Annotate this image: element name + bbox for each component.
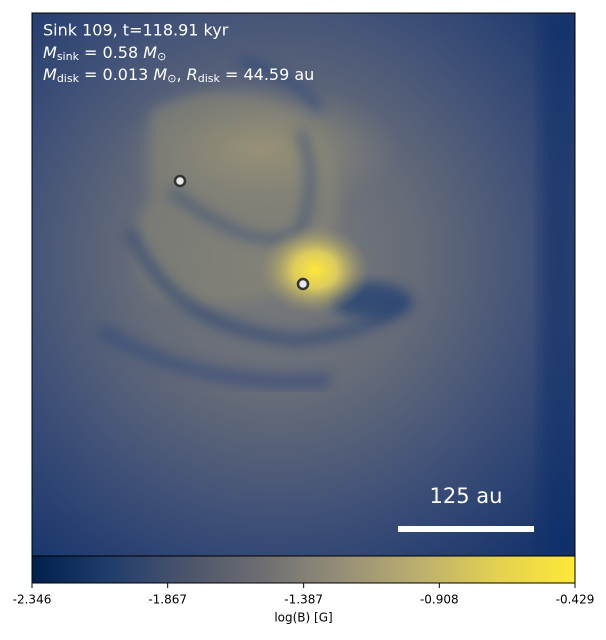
annotations: Msink = 0.58 M⊙Mdisk = 0.013 M⊙, Rdisk =…	[43, 43, 314, 86]
tick-label: -1.867	[148, 593, 187, 607]
colorbar-label: log(B) [G]	[274, 611, 332, 625]
subscript: disk	[57, 72, 80, 85]
subscript: ⊙	[157, 50, 166, 63]
sink-marker	[296, 277, 310, 291]
annotation-text: M	[43, 43, 57, 62]
colorbar-ticks: -2.346 -1.867 -1.387 -0.908 -0.429	[13, 583, 595, 607]
field-image	[32, 13, 575, 556]
subscript: sink	[57, 50, 80, 63]
scale-bar	[398, 526, 534, 532]
title: Sink 109, t=118.91 kyr	[43, 21, 229, 40]
annotation-text: M	[143, 43, 157, 62]
annotation-text: M	[153, 65, 167, 84]
annotation-text: R	[187, 65, 198, 84]
annotation-line: Mdisk = 0.013 M⊙, Rdisk = 44.59 au	[43, 65, 314, 86]
sink-marker	[173, 174, 187, 188]
colorbar	[31, 555, 576, 584]
annotation-text: M	[43, 65, 57, 84]
annotation-text: = 44.59 au	[220, 65, 314, 84]
annotation-line: Msink = 0.58 M⊙	[43, 43, 166, 64]
tick-label: -1.387	[284, 593, 323, 607]
annotation-text: = 0.58	[79, 43, 143, 62]
annotation-text: ,	[176, 65, 186, 84]
subscript: disk	[198, 72, 221, 85]
annotation-text: = 0.013	[79, 65, 153, 84]
scale-bar-label: 125 au	[430, 484, 503, 508]
tick-label: -0.429	[556, 593, 595, 607]
subscript: ⊙	[167, 72, 176, 85]
tick-label: -0.908	[420, 593, 459, 607]
tick-label: -2.346	[13, 593, 52, 607]
